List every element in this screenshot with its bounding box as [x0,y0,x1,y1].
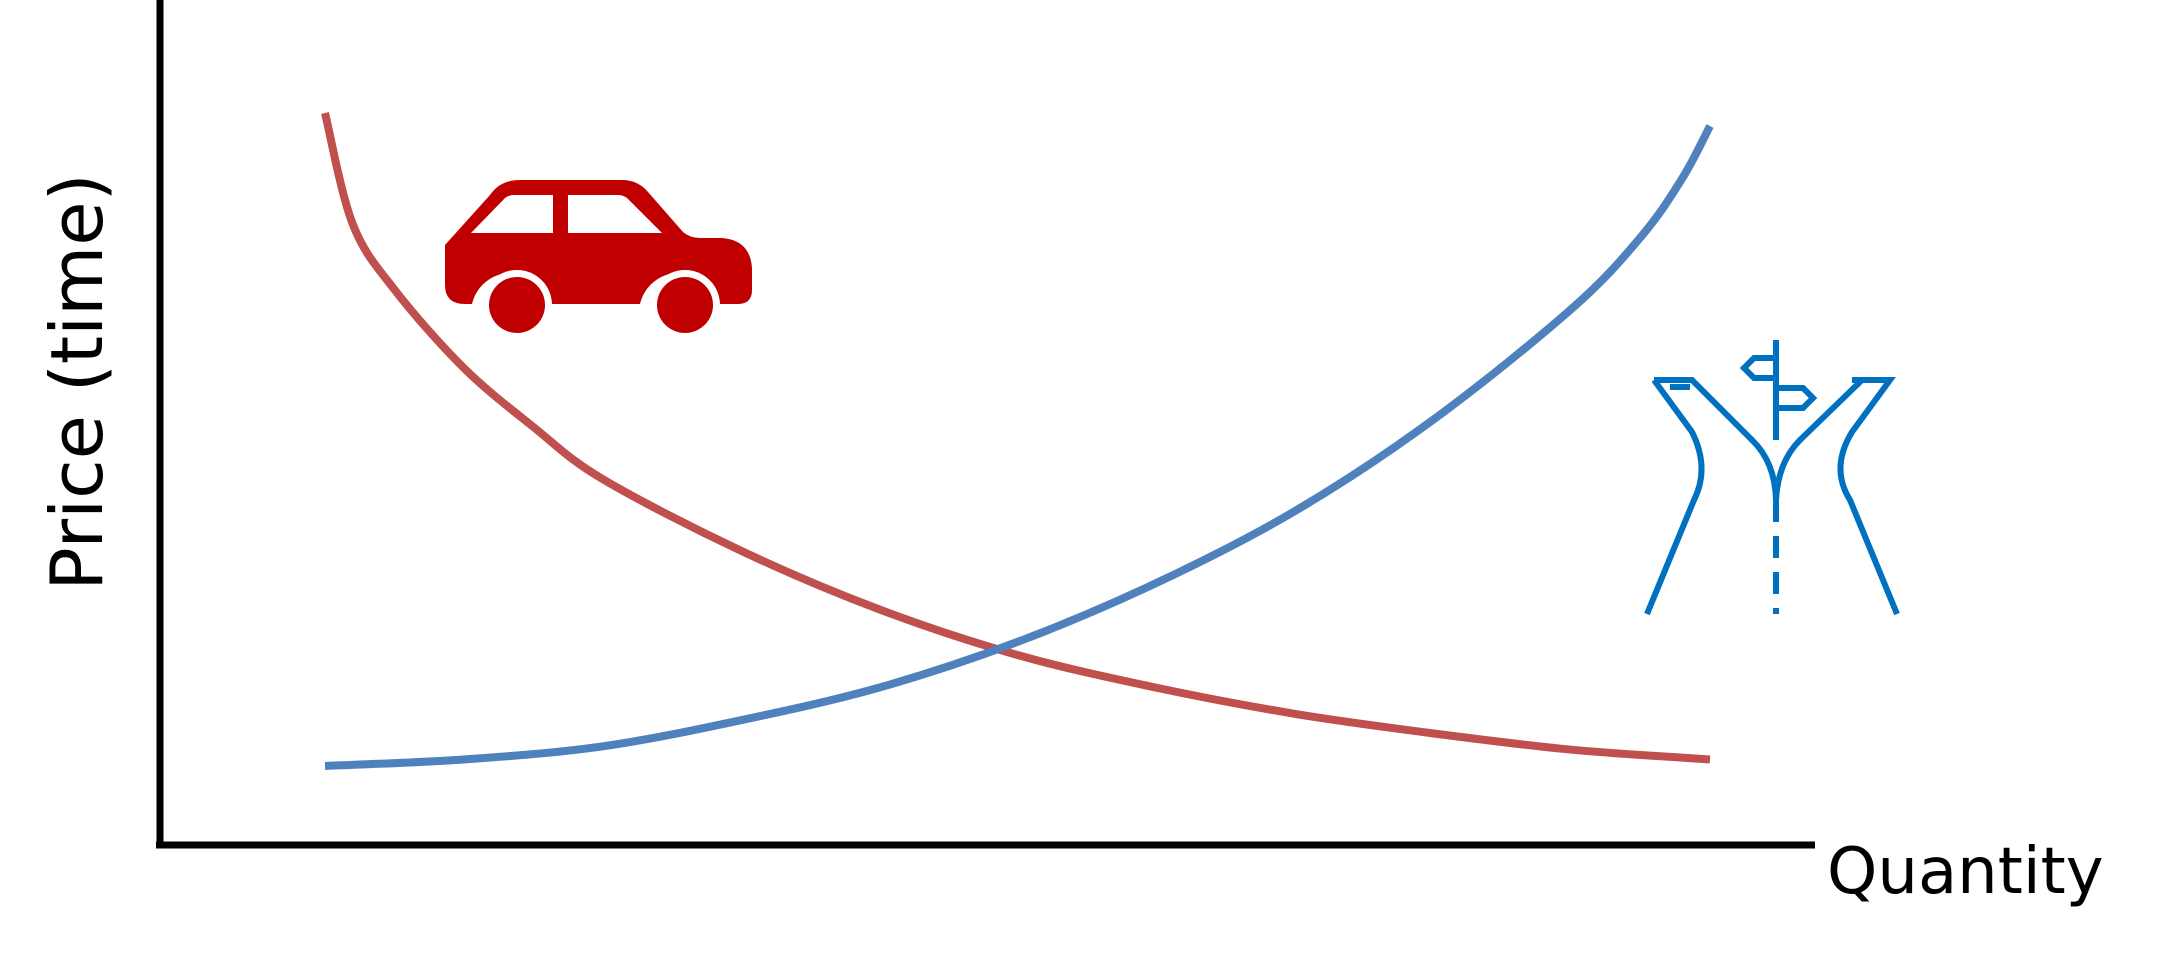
series-line-demand [321,112,1711,764]
series-line-supply [324,124,1714,770]
y-axis-label: Price (time) [35,173,119,590]
road-fork-icon [1644,340,1900,616]
car-icon [445,180,752,340]
x-axis-label: Quantity [1827,835,2104,909]
series-layer [321,112,1714,770]
